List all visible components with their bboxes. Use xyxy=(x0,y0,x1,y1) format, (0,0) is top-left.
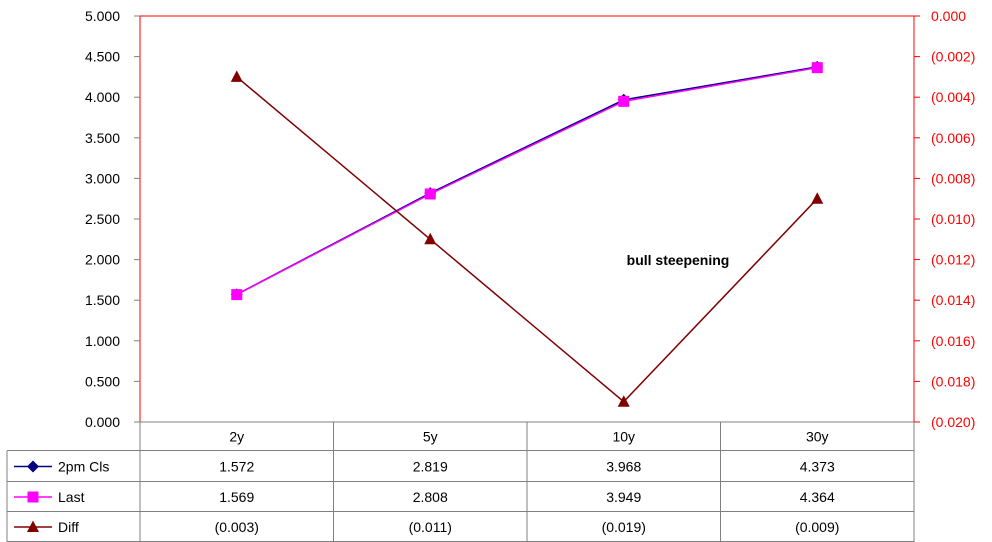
left-y-axis: 0.000 0.500 1.000 1.500 2.000 2.500 3.000 3.500… xyxy=(85,8,140,430)
legend-label: Last xyxy=(58,489,85,505)
data-label: 1.572 xyxy=(219,459,254,475)
data-label: (0.019) xyxy=(602,519,646,535)
legend-label: 2pm Cls xyxy=(58,459,109,475)
left-axis-tick-label: 4.000 xyxy=(85,89,120,105)
legend-marker xyxy=(27,491,39,503)
left-axis-tick-label: 5.000 xyxy=(85,8,120,24)
left-axis-tick-label: 1.500 xyxy=(85,292,120,308)
data-label: 2.808 xyxy=(413,489,448,505)
right-axis-tick-label: (0.006) xyxy=(931,130,975,146)
left-axis-tick-label: 0.000 xyxy=(85,414,120,430)
data-point-last xyxy=(231,289,243,301)
data-label: 4.373 xyxy=(800,459,835,475)
plot-area xyxy=(139,15,915,422)
right-axis-tick-label: (0.018) xyxy=(931,373,975,389)
right-axis-tick-label: (0.008) xyxy=(931,170,975,186)
plot-background xyxy=(140,16,914,422)
data-label: (0.011) xyxy=(409,519,452,535)
right-axis-tick-label: (0.010) xyxy=(931,211,975,227)
right-axis-tick-label: (0.020) xyxy=(931,414,975,430)
right-y-axis: (0.020) (0.018) (0.016) (0.014) (0.012) (0.01… xyxy=(914,8,975,430)
left-axis-tick-label: 0.500 xyxy=(85,373,120,389)
data-table: 2y 5y 10y 30y 2pm Cls 1.572 2.819 3.968 4.373 Las… xyxy=(6,421,915,542)
data-label: (0.003) xyxy=(215,519,259,535)
data-label: (0.009) xyxy=(795,519,839,535)
data-label: 3.968 xyxy=(606,459,641,475)
series-markers xyxy=(230,60,824,407)
data-point-last xyxy=(618,95,630,107)
chart-annotation: bull steepening xyxy=(627,252,730,268)
left-axis-tick-label: 2.000 xyxy=(85,252,120,268)
series-line-last xyxy=(236,66,818,296)
left-axis-tick-label: 1.000 xyxy=(85,333,120,349)
category-label: 10y xyxy=(612,429,635,445)
data-point-diff xyxy=(230,70,243,82)
category-label: 5y xyxy=(423,429,438,445)
data-point-last xyxy=(424,188,436,200)
legend-marker xyxy=(27,460,39,473)
legend-label: Diff xyxy=(58,519,79,535)
data-point-diff xyxy=(811,192,824,204)
category-label: 30y xyxy=(806,429,829,445)
data-point-last xyxy=(811,62,823,74)
left-axis-tick-label: 4.500 xyxy=(85,49,120,65)
data-label: 3.949 xyxy=(606,489,641,505)
data-label: 4.364 xyxy=(800,489,835,505)
series-lines xyxy=(236,66,818,403)
data-label: 1.569 xyxy=(219,489,254,505)
data-point-diff xyxy=(617,395,630,407)
data-point-diff xyxy=(424,232,437,245)
left-axis-tick-label: 3.000 xyxy=(85,170,120,186)
right-axis-tick-label: (0.004) xyxy=(931,89,975,105)
left-axis-tick-label: 3.500 xyxy=(85,130,120,146)
legend-marker xyxy=(27,520,39,532)
left-axis-tick-label: 2.500 xyxy=(85,211,120,227)
data-label: 2.819 xyxy=(413,459,448,475)
right-axis-tick-label: (0.014) xyxy=(931,292,975,308)
right-axis-tick-label: (0.012) xyxy=(931,252,975,268)
right-axis-tick-label: (0.002) xyxy=(931,49,975,65)
series-line-diff xyxy=(236,76,818,403)
right-axis-tick-label: 0.000 xyxy=(931,8,966,24)
right-axis-tick-label: (0.016) xyxy=(931,333,975,349)
category-label: 2y xyxy=(229,429,244,445)
